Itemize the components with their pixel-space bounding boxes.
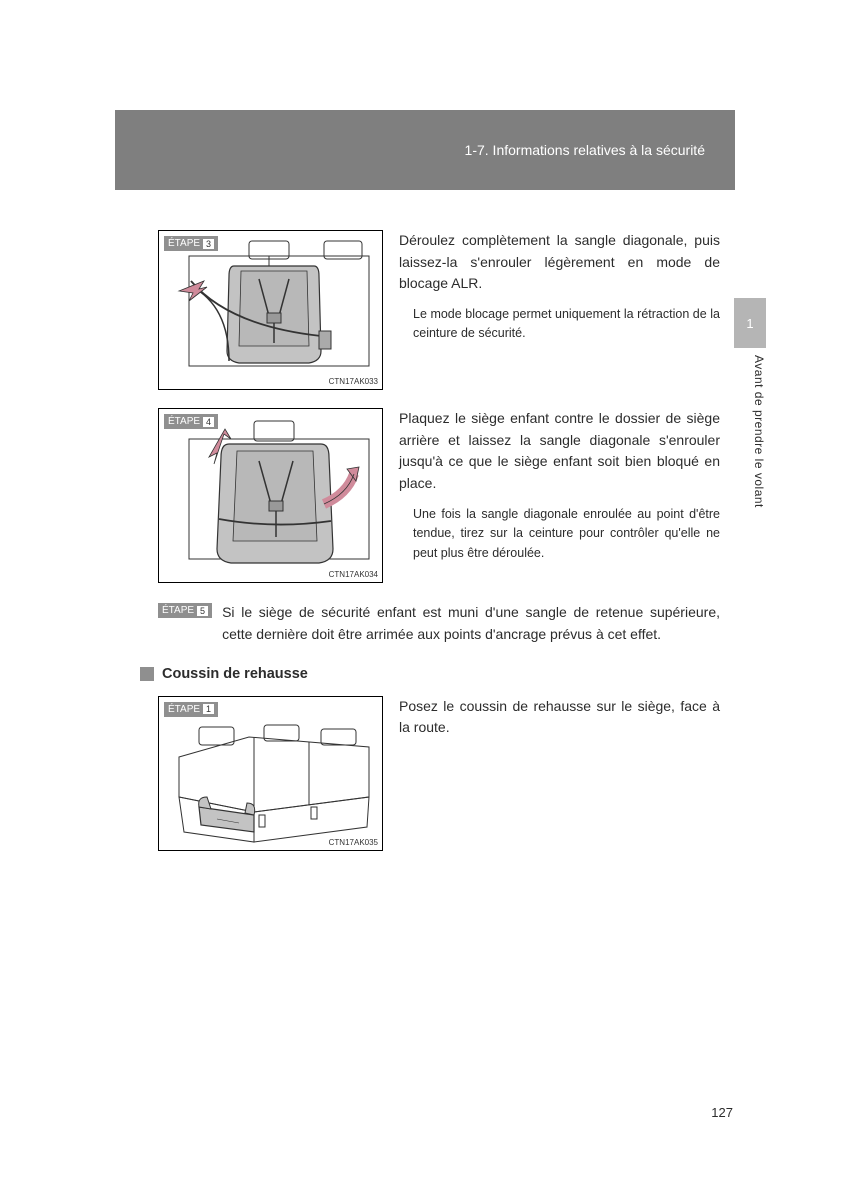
step-3-row: ÉTAPE 3 [158,230,720,390]
step-3-main-text: Déroulez complètement la sangle diagonal… [399,230,720,295]
booster-seat-illustration [159,697,384,852]
step-3-text: Déroulez complètement la sangle diagonal… [399,230,720,390]
child-seat-belt-illustration [159,231,384,391]
step-5-badge: ÉTAPE 5 [158,603,212,618]
booster-step-1-figure: ÉTAPE 1 [158,696,383,851]
chapter-number: 1 [746,316,753,331]
section-title: 1-7. Informations relatives à la sécurit… [465,142,705,158]
header-band: 1-7. Informations relatives à la sécurit… [115,110,735,190]
figure-id: CTN17AK034 [329,570,378,579]
step-5-row: ÉTAPE 5 Si le siège de sécurité enfant e… [158,601,720,646]
step-3-sub-text: Le mode blocage permet uniquement la rét… [399,305,720,344]
chapter-vertical-label: Avant de prendre le volant [734,355,766,508]
step-4-main-text: Plaquez le siège enfant contre le dossie… [399,408,720,495]
booster-step-1-main-text: Posez le coussin de rehausse sur le sièg… [399,696,720,739]
step-4-row: ÉTAPE 4 [158,408,720,583]
heading-marker-icon [140,667,154,681]
figure-id: CTN17AK035 [329,838,378,847]
heading-text: Coussin de rehausse [162,666,308,682]
page-number: 127 [711,1105,733,1120]
step-4-text: Plaquez le siège enfant contre le dossie… [399,408,720,583]
step-4-sub-text: Une fois la sangle diagonale enroulée au… [399,505,720,563]
section-heading: Coussin de rehausse [140,666,720,682]
page-content: ÉTAPE 3 [158,230,720,869]
step-number: 5 [197,606,208,616]
step-5-text: Si le siège de sécurité enfant est muni … [222,601,720,646]
chapter-tab: 1 [734,298,766,348]
child-seat-push-illustration [159,409,384,584]
figure-id: CTN17AK033 [329,377,378,386]
step-4-figure: ÉTAPE 4 [158,408,383,583]
booster-step-1-text: Posez le coussin de rehausse sur le sièg… [399,696,720,851]
step-label: ÉTAPE [162,605,194,616]
step-3-figure: ÉTAPE 3 [158,230,383,390]
booster-step-1-row: ÉTAPE 1 [158,696,720,851]
